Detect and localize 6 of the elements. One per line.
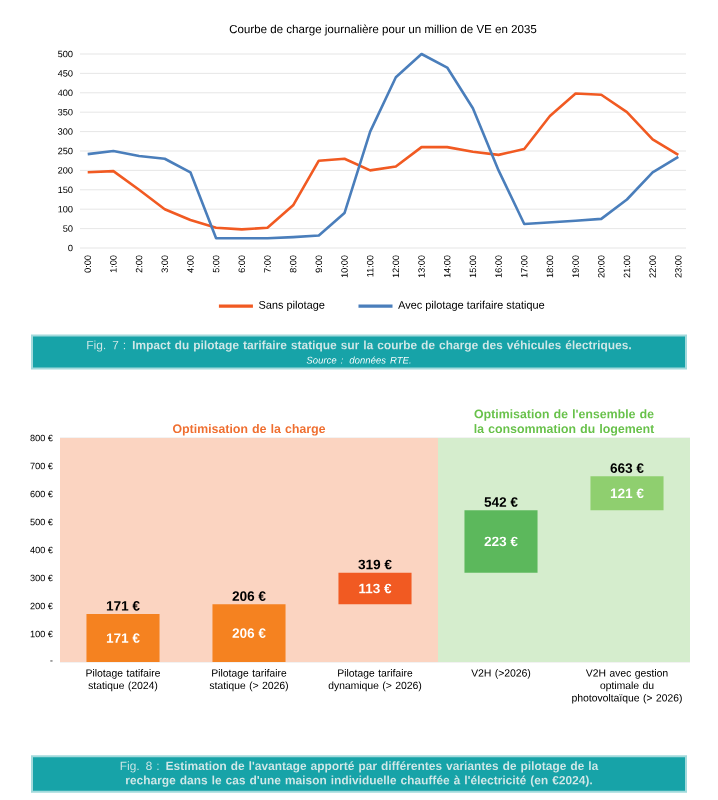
bar <box>338 572 412 605</box>
line-series <box>86 92 680 231</box>
bar <box>464 510 538 573</box>
bar <box>86 614 160 662</box>
bar <box>590 476 664 511</box>
bar <box>212 604 286 662</box>
